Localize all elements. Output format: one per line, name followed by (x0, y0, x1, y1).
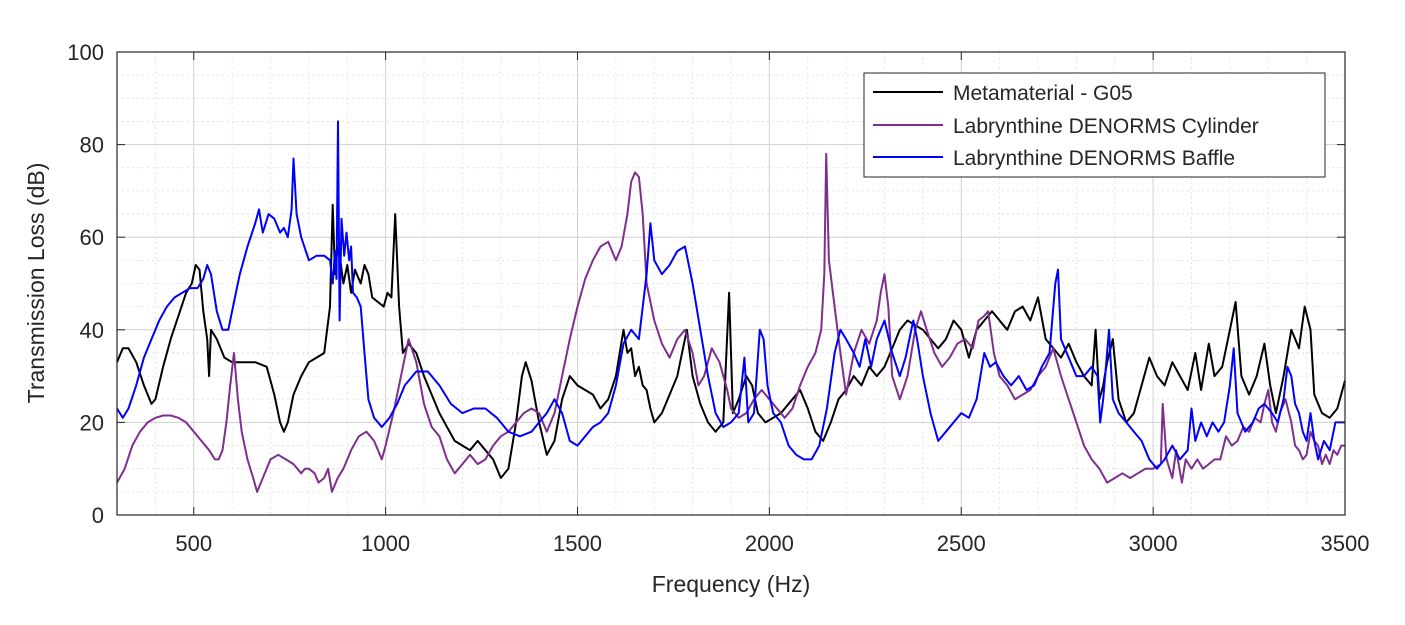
x-tick-label: 2000 (745, 531, 794, 556)
x-tick-label: 3500 (1321, 531, 1370, 556)
x-axis-title: Frequency (Hz) (652, 571, 810, 597)
minor-grid (116, 52, 1345, 515)
series-line-2 (116, 120, 1345, 470)
legend: Metamaterial - G05 Labrynthine DENORMS C… (863, 72, 1326, 178)
y-tick-label: 80 (80, 133, 104, 158)
tick-labels: 500 1000 1500 2000 2500 3000 3500 0 20 40 60 80 100 (67, 40, 1369, 556)
x-tick-label: 3000 (1129, 531, 1178, 556)
legend-label-baffle: Labrynthine DENORMS Baffle (953, 147, 1235, 170)
legend-label-metamaterial: Metamaterial - G05 (953, 82, 1133, 105)
axis-ticks (117, 51, 1346, 516)
y-tick-label: 100 (67, 40, 104, 65)
x-tick-label: 500 (175, 531, 212, 556)
plot-lines (116, 120, 1346, 493)
legend-label-cylinder: Labrynthine DENORMS Cylinder (953, 115, 1259, 138)
series-line-0 (116, 203, 1346, 479)
y-axis-title: Transmission Loss (dB) (23, 163, 49, 404)
plot-frame (116, 51, 1346, 516)
y-tick-label: 0 (92, 503, 104, 528)
x-tick-label: 1000 (361, 531, 410, 556)
x-tick-label: 2500 (937, 531, 986, 556)
y-tick-label: 20 (80, 410, 104, 435)
y-tick-label: 40 (80, 318, 104, 343)
x-tick-label: 1500 (553, 531, 602, 556)
y-tick-label: 60 (80, 225, 104, 250)
